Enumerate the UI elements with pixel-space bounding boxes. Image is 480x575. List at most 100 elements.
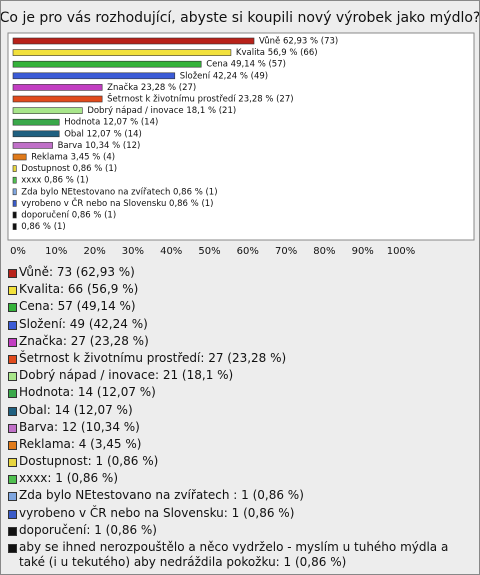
legend-swatch bbox=[8, 372, 17, 382]
chart-title: Co je pro vás rozhodující, abyste si kou… bbox=[1, 10, 479, 26]
legend-swatch bbox=[8, 440, 17, 450]
legend-swatch bbox=[8, 492, 17, 502]
value-label: Zda bylo NEtestovano na zvířatech 0,86 %… bbox=[21, 187, 217, 197]
value-label: Složení 42,24 % (49) bbox=[180, 71, 268, 81]
legend-item: Dostupnost: 1 (0,86 %) bbox=[7, 454, 473, 469]
legend-item: Hodnota: 14 (12,07 %) bbox=[7, 385, 473, 400]
legend-item: Složení: 49 (42,24 %) bbox=[7, 317, 473, 332]
legend-label: Reklama: 4 (3,45 %) bbox=[19, 436, 142, 451]
legend-swatch bbox=[8, 303, 17, 313]
bar bbox=[12, 37, 255, 45]
x-tick-label: 30% bbox=[122, 246, 144, 257]
value-label: doporučení 0,86 % (1) bbox=[21, 210, 116, 221]
x-tick-label: 50% bbox=[198, 246, 220, 257]
x-tick-label: 100% bbox=[387, 246, 416, 257]
legend-label: Barva: 12 (10,34 %) bbox=[19, 419, 140, 434]
value-label: Dostupnost 0,86 % (1) bbox=[21, 164, 117, 174]
value-label: Značka 23,28 % (27) bbox=[107, 82, 196, 93]
legend-item: Vůně: 73 (62,93 %) bbox=[7, 265, 473, 280]
legend-item: Cena: 57 (49,14 %) bbox=[7, 299, 473, 314]
bar bbox=[12, 188, 17, 196]
x-tick-label: 40% bbox=[160, 246, 182, 257]
legend-item: Obal: 14 (12,07 %) bbox=[7, 403, 473, 418]
value-label: xxxx 0,86 % (1) bbox=[21, 176, 88, 186]
legend-swatch bbox=[8, 320, 17, 330]
legend-swatch bbox=[8, 458, 17, 468]
value-label: Dobrý nápad / inovace 18,1 % (21) bbox=[87, 106, 236, 116]
value-label: Barva 10,34 % (12) bbox=[58, 141, 141, 151]
bar bbox=[12, 130, 60, 138]
legend: Vůně: 73 (62,93 %) Kvalita: 66 (56,9 %) Ce… bbox=[7, 265, 473, 572]
bar bbox=[12, 211, 17, 219]
x-tick-label: 80% bbox=[313, 246, 335, 257]
legend-swatch bbox=[8, 389, 17, 399]
legend-label: doporučení: 1 (0,86 %) bbox=[19, 522, 157, 537]
value-label: 0,86 % (1) bbox=[21, 222, 65, 232]
legend-swatch bbox=[8, 423, 17, 433]
bar bbox=[12, 176, 17, 184]
bar bbox=[12, 165, 17, 172]
legend-swatch bbox=[8, 526, 17, 536]
x-tick-label: 0% bbox=[10, 246, 26, 257]
bar bbox=[12, 153, 27, 161]
value-label: Obal 12,07 % (14) bbox=[64, 129, 142, 139]
bar bbox=[12, 200, 17, 207]
bar bbox=[12, 142, 53, 149]
value-label: vyrobeno v ČR nebo na Slovensku 0,86 % (… bbox=[21, 197, 213, 209]
legend-item: doporučení: 1 (0,86 %) bbox=[7, 523, 473, 538]
legend-label: Dostupnost: 1 (0,86 %) bbox=[19, 454, 159, 469]
legend-item: Reklama: 4 (3,45 %) bbox=[7, 437, 473, 452]
legend-item: Barva: 12 (10,34 %) bbox=[7, 420, 473, 435]
value-label: Kvalita 56,9 % (66) bbox=[236, 48, 318, 58]
bar bbox=[12, 84, 103, 91]
legend-swatch bbox=[8, 354, 17, 364]
legend-label: aby se ihned nerozpouštělo a něco vydrže… bbox=[19, 540, 449, 569]
legend-label: Cena: 57 (49,14 %) bbox=[19, 299, 136, 314]
value-label: Vůně 62,93 % (73) bbox=[259, 36, 338, 47]
value-label: Cena 49,14 % (57) bbox=[206, 60, 286, 70]
bar bbox=[12, 223, 17, 230]
legend-swatch bbox=[8, 475, 17, 485]
x-tick-label: 20% bbox=[83, 246, 105, 257]
legend-item: Kvalita: 66 (56,9 %) bbox=[7, 282, 473, 297]
legend-swatch bbox=[8, 509, 17, 519]
legend-label: xxxx: 1 (0,86 %) bbox=[19, 471, 119, 486]
legend-item: aby se ihned nerozpouštělo a něco vydrže… bbox=[7, 540, 473, 570]
x-tick-label: 90% bbox=[352, 246, 374, 257]
legend-swatch bbox=[8, 544, 17, 553]
x-tick-label: 60% bbox=[237, 246, 259, 257]
legend-label: Kvalita: 66 (56,9 %) bbox=[19, 282, 139, 297]
value-label: Šetrnost k životnímu prostředí 23,28 % (… bbox=[107, 93, 293, 105]
legend-item: Zda bylo NEtestovano na zvířatech : 1 (0… bbox=[7, 488, 473, 503]
x-tick-label: 10% bbox=[45, 246, 67, 257]
legend-label: Dobrý nápad / inovace: 21 (18,1 %) bbox=[19, 368, 234, 383]
value-label: Reklama 3,45 % (4) bbox=[31, 153, 115, 163]
bar bbox=[12, 60, 202, 68]
bar bbox=[12, 95, 103, 103]
legend-item: Dobrý nápad / inovace: 21 (18,1 %) bbox=[7, 368, 473, 383]
value-label: Hodnota 12,07 % (14) bbox=[64, 118, 158, 128]
bar bbox=[12, 118, 60, 126]
legend-label: Složení: 49 (42,24 %) bbox=[19, 316, 148, 331]
legend-label: Hodnota: 14 (12,07 %) bbox=[19, 385, 156, 400]
legend-swatch bbox=[8, 406, 17, 416]
bar bbox=[12, 49, 232, 56]
legend-label: Zda bylo NEtestovano na zvířatech : 1 (0… bbox=[19, 488, 304, 503]
legend-label: Značka: 27 (23,28 %) bbox=[19, 333, 149, 348]
legend-item: vyrobeno v ČR nebo na Slovensku: 1 (0,86… bbox=[7, 506, 473, 521]
legend-label: Obal: 14 (12,07 %) bbox=[19, 402, 133, 417]
legend-swatch bbox=[8, 337, 17, 347]
legend-label: Vůně: 73 (62,93 %) bbox=[19, 265, 135, 279]
bar bbox=[12, 107, 83, 114]
x-tick-label: 70% bbox=[275, 246, 297, 257]
legend-swatch bbox=[8, 286, 17, 296]
legend-label: Šetrnost k životnímu prostředí: 27 (23,2… bbox=[19, 350, 287, 365]
legend-item: Značka: 27 (23,28 %) bbox=[7, 334, 473, 349]
chart: Co je pro vás rozhodující, abyste si kou… bbox=[1, 10, 479, 257]
bar bbox=[12, 72, 176, 80]
legend-label: vyrobeno v ČR nebo na Slovensku: 1 (0,86… bbox=[19, 505, 295, 520]
legend-item: xxxx: 1 (0,86 %) bbox=[7, 471, 473, 486]
legend-item: Šetrnost k životnímu prostředí: 27 (23,2… bbox=[7, 351, 473, 366]
legend-swatch bbox=[8, 269, 17, 278]
